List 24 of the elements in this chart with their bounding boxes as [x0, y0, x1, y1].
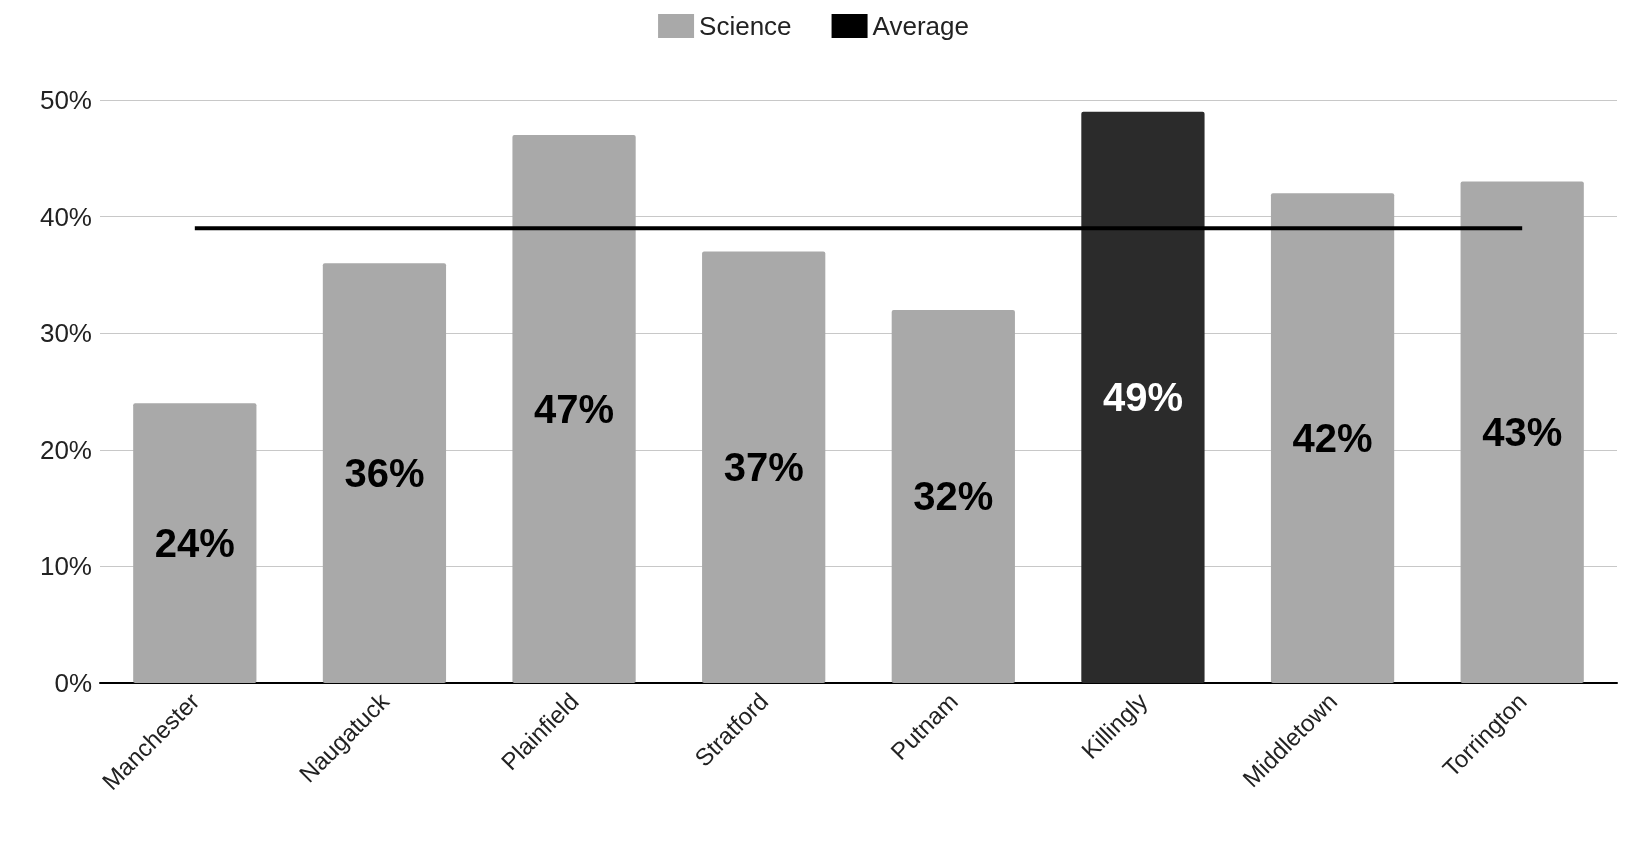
- bar: [322, 263, 447, 683]
- legend-label: Science: [699, 11, 792, 41]
- legend-label: Average: [872, 11, 969, 41]
- y-tick-label: 30%: [39, 318, 92, 349]
- data-label: 47%: [534, 386, 615, 431]
- bar: [133, 403, 257, 683]
- y-tick-label: 10%: [39, 551, 92, 582]
- y-tick-label: 0%: [54, 668, 92, 698]
- data-label: 37%: [723, 445, 804, 490]
- data-label: 49%: [1102, 375, 1183, 420]
- bar: [1460, 181, 1584, 683]
- data-label: 36%: [344, 451, 425, 496]
- data-label: 42%: [1292, 416, 1373, 461]
- y-tick-label: 50%: [39, 85, 92, 115]
- bar: [1270, 193, 1395, 683]
- data-label: 32%: [913, 474, 994, 519]
- data-label: 43%: [1482, 410, 1563, 455]
- bar: [702, 251, 826, 683]
- y-tick-label: 20%: [39, 434, 92, 465]
- y-tick-label: 40%: [39, 201, 92, 232]
- bar: [1081, 111, 1205, 683]
- bar: [891, 309, 1015, 683]
- bar: [512, 134, 636, 683]
- data-label: 24%: [154, 521, 235, 566]
